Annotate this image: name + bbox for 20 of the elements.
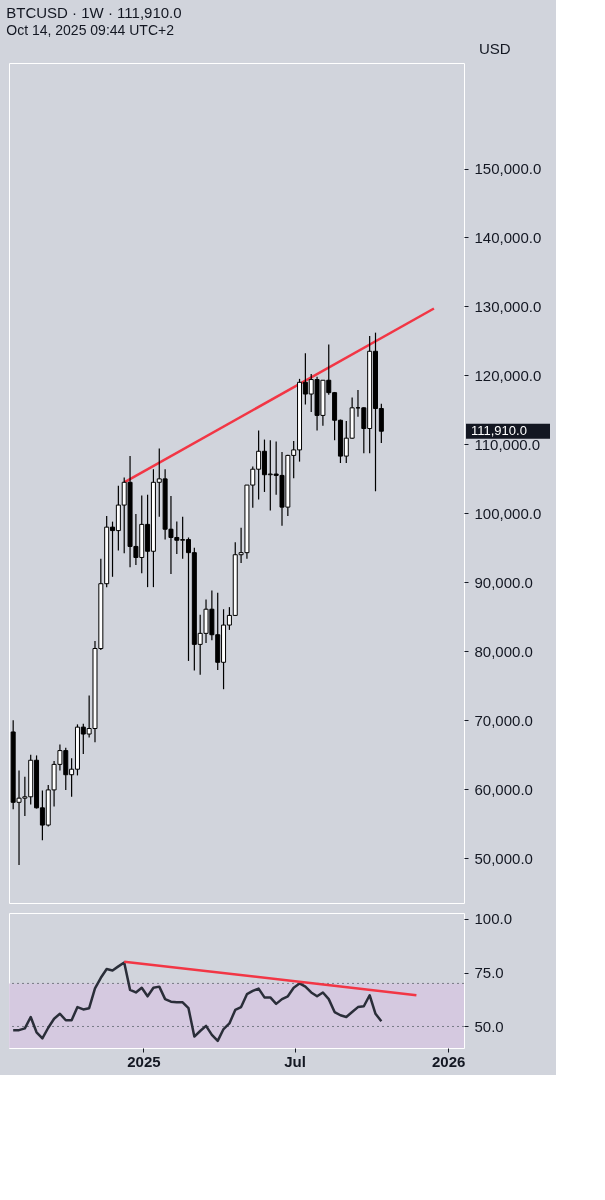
y-tick-label: 120,000.0	[474, 366, 542, 384]
text: USD	[479, 40, 511, 57]
y-tick-label: 100,000.0	[474, 504, 542, 522]
y-tick-label: 100.0	[474, 910, 513, 928]
y-tick-label: 60,000.0	[474, 780, 533, 798]
x-tick-label: 2025	[127, 1052, 161, 1070]
y-tick-label: 80,000.0	[474, 642, 533, 660]
y-tick-label: 70,000.0	[474, 711, 533, 729]
y-tick-label: 140,000.0	[474, 228, 542, 246]
y-tick-label: 90,000.0	[474, 573, 533, 591]
y-tick-label: 50,000.0	[474, 849, 533, 867]
line-series	[11, 961, 383, 1043]
text: Oct 14, 2025 09:44 UTC+2	[6, 22, 175, 38]
y-tick-label: 50.0	[474, 1017, 504, 1035]
y-tick-label: 150,000.0	[474, 160, 542, 178]
chart-title: BTCUSD · 1W · 111,910.0	[6, 4, 182, 21]
y-tick-label: 130,000.0	[474, 297, 542, 315]
x-tick-label: 2026	[431, 1052, 466, 1070]
y-tick-label: 75.0	[474, 964, 504, 982]
x-tick-label: Jul	[284, 1052, 306, 1070]
